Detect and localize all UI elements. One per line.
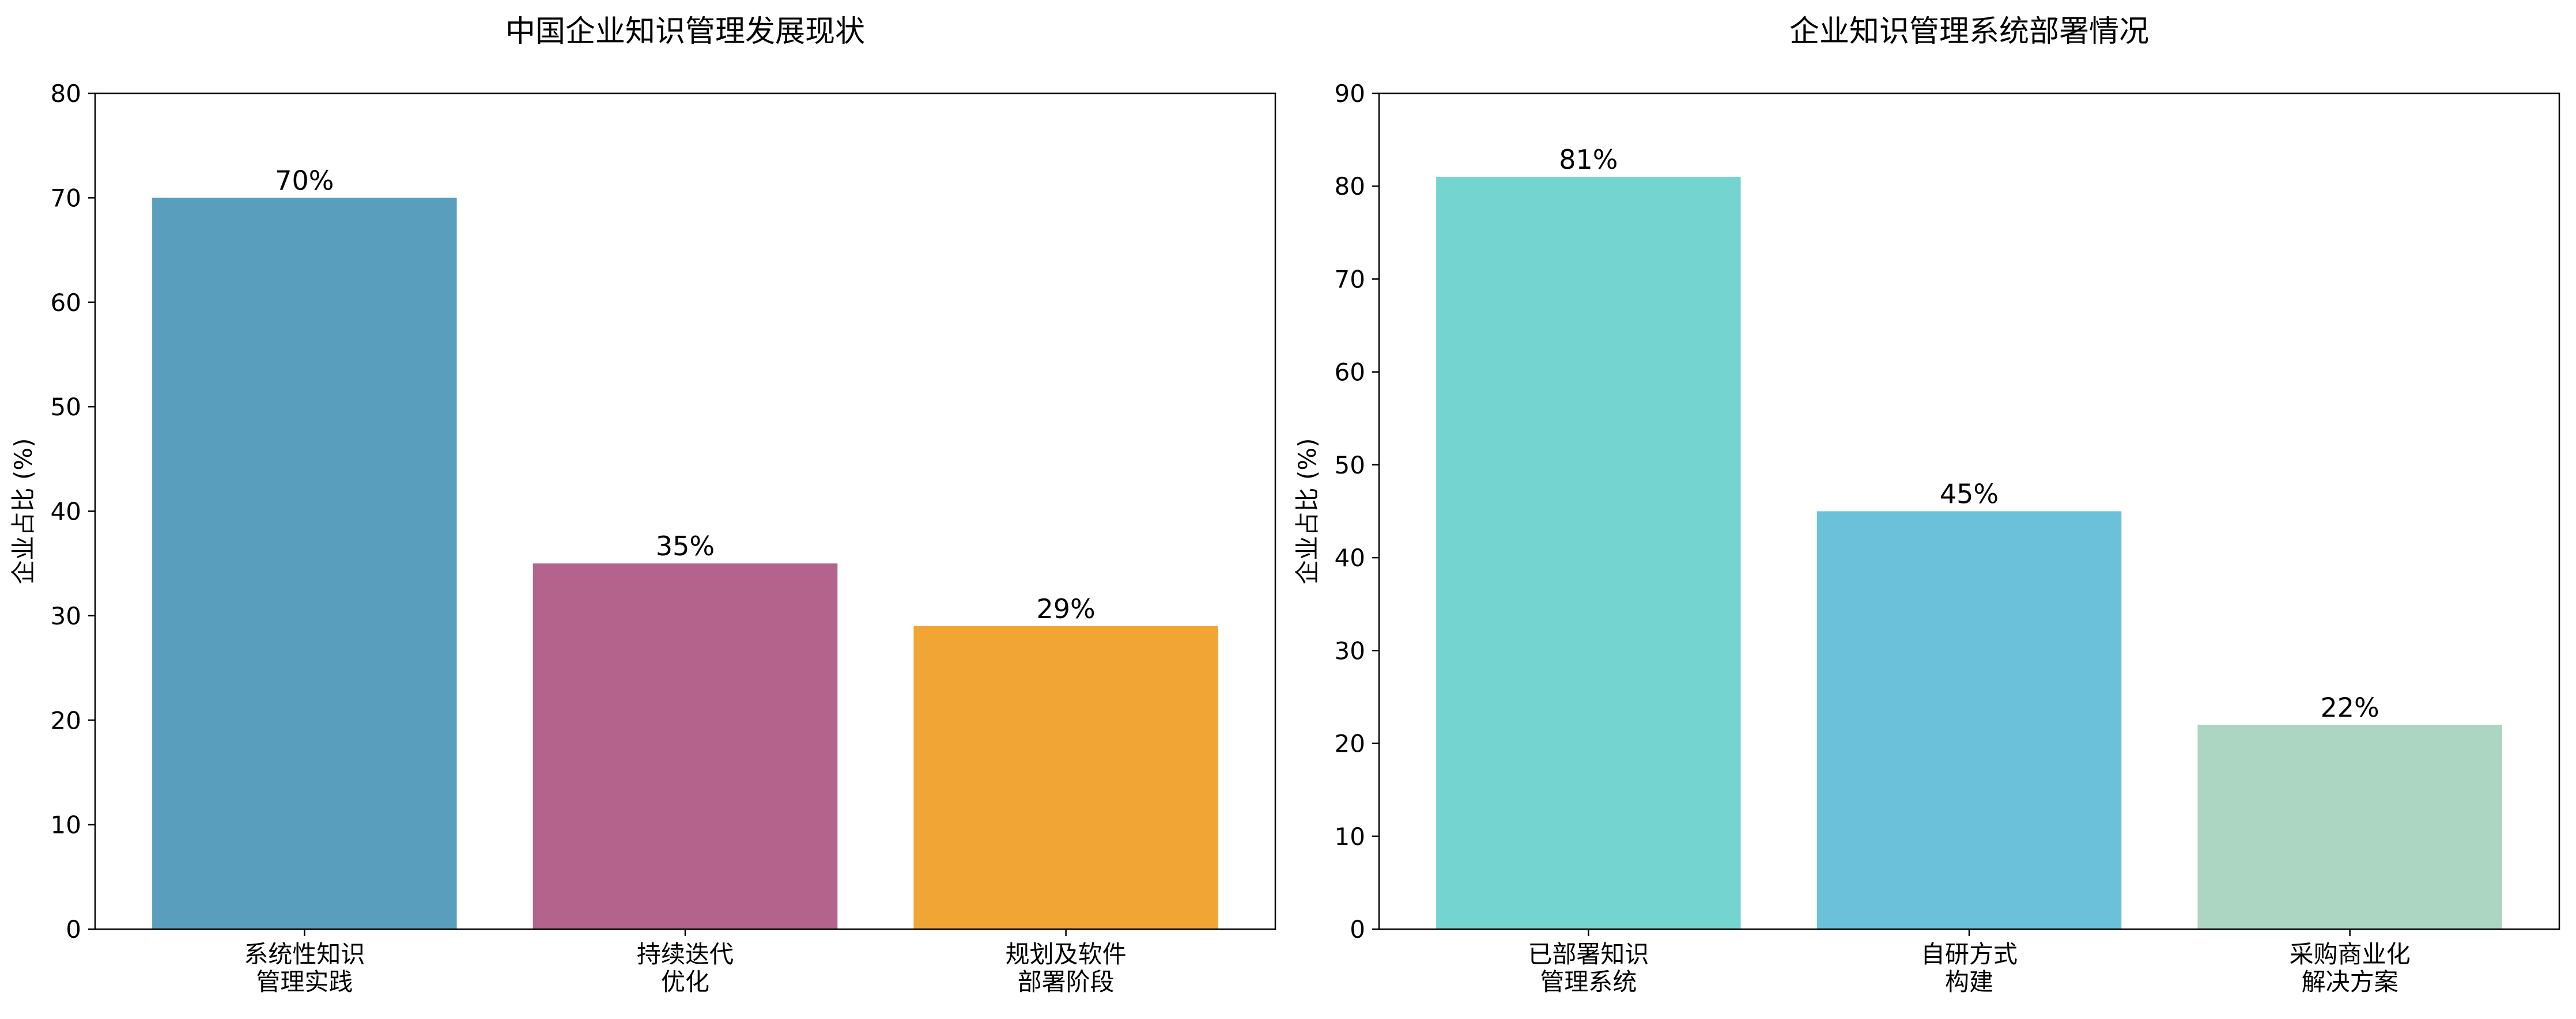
category-label-2-line-1: 自研方式	[1921, 940, 2018, 968]
data-label-1: 81%	[1559, 144, 1618, 175]
y-tick-label-80: 80	[1335, 172, 1365, 200]
y-tick-label-40: 40	[1335, 544, 1365, 572]
bar-2	[1816, 511, 2122, 929]
chart-title: 企业知识管理系统部署情况	[1789, 14, 2149, 49]
category-label-1-line-1: 系统性知识	[244, 940, 365, 968]
category-label-3-line-2: 解决方案	[2302, 968, 2399, 996]
category-label-1-line-2: 管理系统	[1540, 968, 1637, 996]
y-tick-label-50: 50	[51, 393, 81, 421]
y-axis-label: 企业占比 (%)	[1293, 438, 1321, 584]
bar-2	[532, 563, 838, 929]
y-tick-label-20: 20	[51, 706, 81, 734]
y-tick-label-10: 10	[51, 811, 81, 839]
category-label-3-line-1: 采购商业化	[2290, 940, 2411, 968]
category-label-2-line-2: 优化	[661, 968, 709, 996]
category-label-2-line-2: 构建	[1945, 968, 1993, 996]
plot-frame	[1378, 92, 2560, 930]
y-tick-label-20: 20	[1335, 730, 1365, 758]
category-label-3-line-2: 部署阶段	[1018, 968, 1115, 996]
y-tick-label-70: 70	[51, 184, 81, 212]
bar-3	[913, 626, 1218, 929]
y-tick-label-80: 80	[51, 79, 81, 108]
chart-title: 中国企业知识管理发展现状	[505, 14, 865, 49]
y-tick-label-10: 10	[1335, 823, 1365, 851]
data-label-2: 45%	[1940, 479, 1999, 510]
data-label-2: 35%	[656, 531, 715, 562]
bar-1	[152, 198, 457, 929]
y-tick-label-0: 0	[1350, 915, 1365, 944]
y-tick-label-60: 60	[1335, 358, 1365, 387]
y-axis-label: 企业占比 (%)	[9, 438, 37, 584]
y-tick-label-90: 90	[1335, 79, 1365, 108]
y-tick-label-40: 40	[51, 498, 81, 526]
y-tick-label-60: 60	[51, 289, 81, 317]
y-tick-label-0: 0	[66, 915, 81, 944]
data-label-1: 70%	[275, 165, 334, 196]
data-label-3: 22%	[2321, 692, 2379, 723]
y-tick-label-30: 30	[1335, 637, 1365, 665]
bar-1	[1436, 177, 1741, 930]
category-label-1-line-1: 已部署知识	[1528, 940, 1649, 968]
y-tick-label-70: 70	[1335, 265, 1365, 293]
bar-3	[2197, 725, 2502, 929]
plot-frame	[94, 92, 1276, 930]
data-label-3: 29%	[1037, 593, 1096, 624]
y-tick-label-30: 30	[51, 602, 81, 630]
category-label-3-line-1: 规划及软件	[1006, 940, 1127, 968]
category-label-1-line-2: 管理实践	[256, 968, 353, 996]
category-label-2-line-1: 持续迭代	[637, 940, 734, 968]
y-tick-label-50: 50	[1335, 451, 1365, 479]
